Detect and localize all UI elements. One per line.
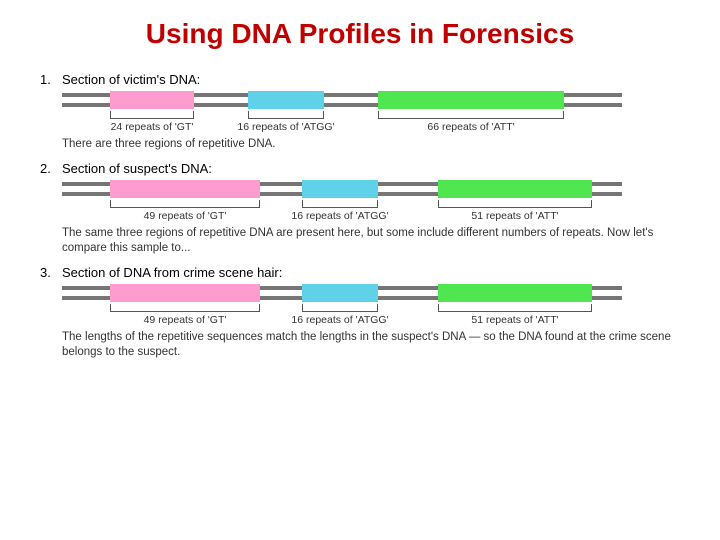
repeat-segment <box>302 180 378 198</box>
sections-container: 1.Section of victim's DNA: 24 repeats of … <box>40 72 680 359</box>
repeat-bracket <box>378 111 564 119</box>
dna-strand <box>62 180 680 198</box>
page-title: Using DNA Profiles in Forensics <box>40 18 680 50</box>
dna-track: 49 repeats of 'GT' 16 repeats of 'ATGG' 51… <box>62 284 680 328</box>
repeat-bracket <box>110 111 194 119</box>
bracket-row <box>62 111 622 121</box>
repeat-segment <box>248 91 324 109</box>
repeat-bracket <box>302 304 378 312</box>
section-number: 2. <box>40 161 62 176</box>
repeat-segment <box>438 284 592 302</box>
repeat-labels-row: 49 repeats of 'GT' 16 repeats of 'ATGG' 51… <box>62 314 622 328</box>
repeat-labels-row: 24 repeats of 'GT' 16 repeats of 'ATGG' 66… <box>62 121 622 135</box>
section-heading: 1.Section of victim's DNA: <box>40 72 680 87</box>
repeat-segment <box>438 180 592 198</box>
section-description: There are three regions of repetitive DN… <box>62 137 680 151</box>
repeat-label: 51 repeats of 'ATT' <box>438 314 592 326</box>
repeat-label: 24 repeats of 'GT' <box>92 121 212 133</box>
repeat-segment <box>110 180 260 198</box>
dna-section: 1.Section of victim's DNA: 24 repeats of … <box>40 72 680 151</box>
dna-section: 3.Section of DNA from crime scene hair: 4… <box>40 265 680 359</box>
repeat-segment <box>110 91 194 109</box>
dna-strand <box>62 91 680 109</box>
repeat-label: 16 repeats of 'ATGG' <box>226 121 346 133</box>
repeat-label: 49 repeats of 'GT' <box>110 314 260 326</box>
section-heading: 3.Section of DNA from crime scene hair: <box>40 265 680 280</box>
bracket-row <box>62 304 622 314</box>
repeat-bracket <box>438 304 592 312</box>
repeat-segment <box>302 284 378 302</box>
repeat-labels-row: 49 repeats of 'GT' 16 repeats of 'ATGG' 51… <box>62 210 622 224</box>
section-label: Section of DNA from crime scene hair: <box>62 265 282 280</box>
repeat-bracket <box>302 200 378 208</box>
bracket-row <box>62 200 622 210</box>
section-label: Section of suspect's DNA: <box>62 161 212 176</box>
repeat-segment <box>110 284 260 302</box>
repeat-label: 66 repeats of 'ATT' <box>378 121 564 133</box>
repeat-segment <box>378 91 564 109</box>
repeat-label: 49 repeats of 'GT' <box>110 210 260 222</box>
dna-strand <box>62 284 680 302</box>
repeat-bracket <box>248 111 324 119</box>
section-description: The same three regions of repetitive DNA… <box>62 226 680 255</box>
page: Using DNA Profiles in Forensics 1.Sectio… <box>0 0 720 540</box>
repeat-bracket <box>110 200 260 208</box>
repeat-label: 51 repeats of 'ATT' <box>438 210 592 222</box>
repeat-label: 16 repeats of 'ATGG' <box>280 210 400 222</box>
section-heading: 2.Section of suspect's DNA: <box>40 161 680 176</box>
repeat-label: 16 repeats of 'ATGG' <box>280 314 400 326</box>
section-number: 1. <box>40 72 62 87</box>
repeat-bracket <box>438 200 592 208</box>
dna-track: 24 repeats of 'GT' 16 repeats of 'ATGG' 66… <box>62 91 680 135</box>
section-label: Section of victim's DNA: <box>62 72 200 87</box>
section-description: The lengths of the repetitive sequences … <box>62 330 680 359</box>
repeat-bracket <box>110 304 260 312</box>
section-number: 3. <box>40 265 62 280</box>
dna-section: 2.Section of suspect's DNA: 49 repeats of… <box>40 161 680 255</box>
dna-track: 49 repeats of 'GT' 16 repeats of 'ATGG' 51… <box>62 180 680 224</box>
